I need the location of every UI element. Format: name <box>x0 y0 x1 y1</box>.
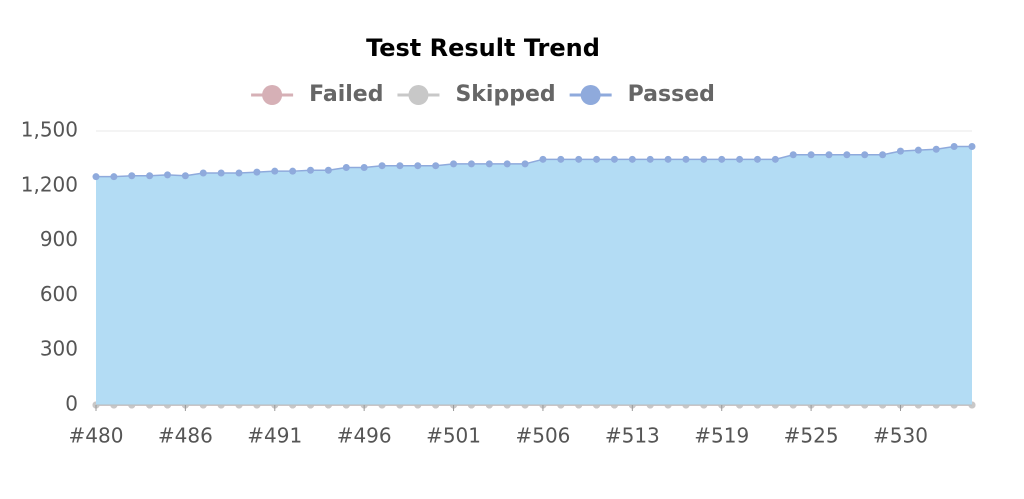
legend-marker <box>580 85 601 105</box>
point <box>503 160 511 168</box>
point <box>861 151 869 159</box>
y-tick-label: 900 <box>40 227 78 251</box>
point <box>164 171 172 179</box>
x-tick-label: #513 <box>605 424 660 448</box>
point <box>342 164 350 172</box>
point <box>271 167 279 175</box>
y-tick-label: 0 <box>65 392 78 416</box>
legend-marker <box>408 85 429 105</box>
point <box>199 169 207 177</box>
y-tick-label: 1,500 <box>21 118 78 142</box>
point <box>593 155 601 163</box>
point <box>324 166 332 174</box>
point <box>575 155 583 163</box>
point <box>414 162 422 170</box>
point <box>789 151 797 159</box>
x-tick-label: #491 <box>247 424 302 448</box>
x-tick-label: #506 <box>515 424 570 448</box>
point <box>914 146 922 154</box>
point <box>646 155 654 163</box>
legend-label: Failed <box>309 82 383 107</box>
point <box>235 169 243 177</box>
point <box>128 172 136 180</box>
point <box>807 151 815 159</box>
x-tick-label: #519 <box>694 424 749 448</box>
point <box>557 155 565 163</box>
point <box>253 168 261 176</box>
legend-label: Passed <box>628 82 715 107</box>
x-tick-label: #496 <box>337 424 392 448</box>
point <box>896 147 904 155</box>
point <box>700 155 708 163</box>
point <box>146 172 154 180</box>
point <box>736 155 744 163</box>
y-tick-label: 600 <box>40 282 78 306</box>
point <box>771 155 779 163</box>
point <box>432 162 440 170</box>
x-tick-label: #501 <box>426 424 481 448</box>
point <box>181 172 189 180</box>
x-tick-label: #480 <box>69 424 124 448</box>
legend-label: Skipped <box>455 82 555 107</box>
point <box>825 151 833 159</box>
point <box>360 164 368 172</box>
point <box>879 151 887 159</box>
x-tick-label: #530 <box>873 424 928 448</box>
chart-title: Test Result Trend <box>366 34 600 62</box>
point <box>289 167 297 175</box>
point <box>467 160 475 168</box>
point <box>628 155 636 163</box>
point <box>485 160 493 168</box>
x-tick-label: #525 <box>784 424 839 448</box>
y-tick-label: 1,200 <box>21 172 78 196</box>
point <box>217 169 225 177</box>
point <box>450 160 458 168</box>
point <box>396 162 404 170</box>
point <box>521 160 529 168</box>
point <box>92 173 100 181</box>
y-tick-label: 300 <box>40 337 78 361</box>
point <box>539 155 547 163</box>
x-tick-label: #486 <box>158 424 213 448</box>
point <box>378 162 386 170</box>
point <box>932 145 940 153</box>
point <box>968 143 976 151</box>
point <box>682 155 690 163</box>
point <box>843 151 851 159</box>
legend-marker <box>262 85 283 105</box>
area <box>96 146 972 405</box>
point <box>950 143 958 151</box>
point <box>110 173 118 181</box>
point <box>718 155 726 163</box>
point <box>664 155 672 163</box>
point <box>307 166 315 174</box>
point <box>753 155 761 163</box>
point <box>610 155 618 163</box>
